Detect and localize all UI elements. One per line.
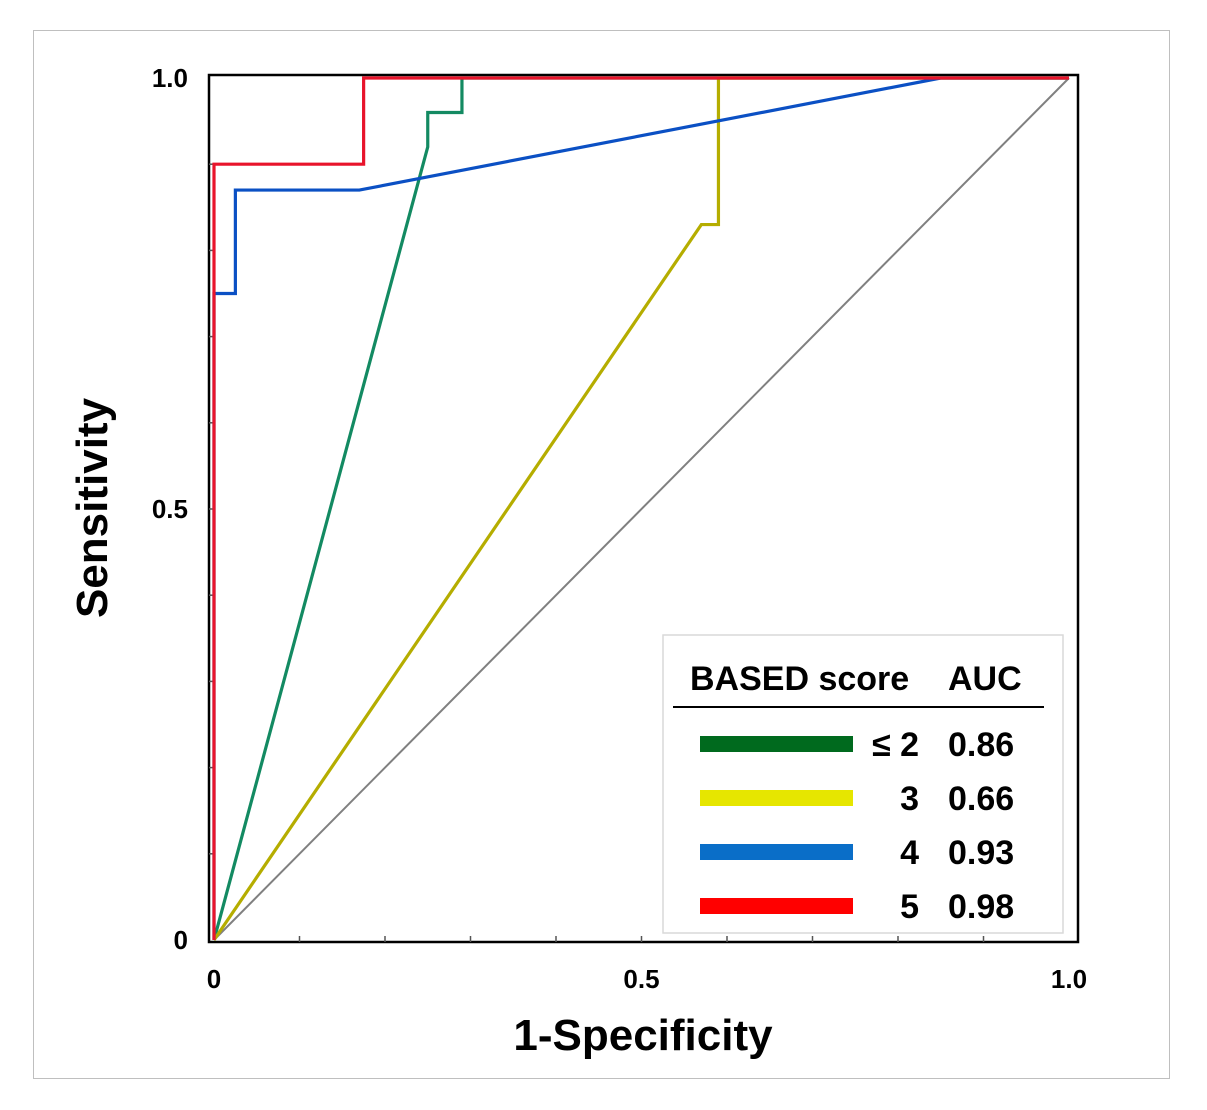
legend-score-label: 5: [900, 888, 919, 926]
y-tick-label: 0.5: [152, 494, 188, 524]
legend-swatch: [700, 736, 853, 752]
x-tick-label: 1.0: [1051, 964, 1087, 994]
legend-score-label: 3: [900, 780, 919, 818]
legend-auc-value: 0.98: [948, 888, 1014, 926]
legend-swatch: [700, 898, 853, 914]
legend-swatch: [700, 844, 853, 860]
x-axis-title: 1-Specificity: [513, 1011, 773, 1060]
legend-header-auc: AUC: [948, 660, 1022, 698]
legend: BASED score AUC ≤ 2 0.86 3 0.66 4 0.93 5 0.98: [662, 634, 1064, 934]
legend-auc-value: 0.66: [948, 780, 1014, 818]
legend-entries: ≤ 2 0.86 3 0.66 4 0.93 5 0.98: [700, 726, 1014, 926]
x-tick-label: 0: [207, 964, 221, 994]
y-axis-title: Sensitivity: [68, 397, 117, 618]
tick-labels: 0 0.5 1.0 0 0.5 1.0: [152, 63, 1087, 994]
x-tick-label: 0.5: [623, 964, 659, 994]
legend-score-label: 4: [900, 834, 919, 872]
chance-reference-line: [213, 77, 1070, 941]
y-tick-label: 1.0: [152, 63, 188, 93]
legend-auc-value: 0.93: [948, 834, 1014, 872]
series-lines: [212, 76, 1070, 941]
legend-score-label: ≤ 2: [872, 726, 919, 764]
legend-header-score: BASED score: [690, 660, 909, 698]
y-tick-label: 0: [174, 925, 188, 955]
series-5-line: [212, 76, 1069, 940]
figure-frame: [33, 30, 1170, 1079]
legend-swatch: [700, 790, 853, 806]
legend-auc-value: 0.86: [948, 726, 1014, 764]
legend-box: [662, 634, 1064, 934]
